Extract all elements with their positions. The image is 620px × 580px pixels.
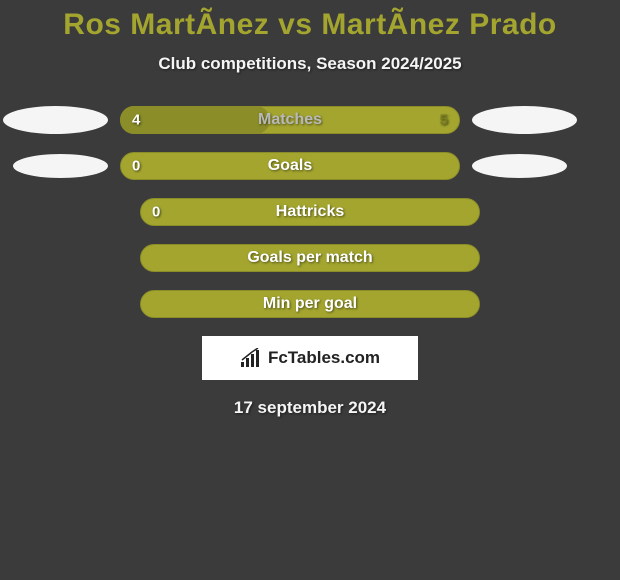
stat-label: Hattricks xyxy=(276,203,344,221)
stat-row: 0 Hattricks xyxy=(0,198,620,226)
stat-label: Matches xyxy=(258,111,322,129)
left-ellipse xyxy=(13,154,108,178)
left-ellipse xyxy=(23,290,128,318)
left-ellipse xyxy=(3,106,108,134)
subtitle: Club competitions, Season 2024/2025 xyxy=(0,54,620,74)
stat-bar: Min per goal xyxy=(140,290,480,318)
left-value: 0 xyxy=(132,158,140,175)
stats-container: 4 5 Matches 0 Goals 0 Hattricks Goals per match… xyxy=(0,106,620,318)
stat-row: Goals per match xyxy=(0,244,620,272)
right-ellipse xyxy=(492,198,597,226)
brand-text: FcTables.com xyxy=(268,348,380,368)
right-ellipse xyxy=(492,290,597,318)
right-ellipse xyxy=(472,154,567,178)
page-title: Ros MartÃ­nez vs MartÃ­nez Prado xyxy=(0,0,620,42)
date-label: 17 september 2024 xyxy=(0,398,620,418)
stat-bar: 0 Hattricks xyxy=(140,198,480,226)
stat-label: Min per goal xyxy=(263,295,357,313)
left-ellipse xyxy=(23,198,128,226)
stat-label: Goals xyxy=(268,157,312,175)
left-value: 4 xyxy=(132,112,140,129)
right-value: 5 xyxy=(440,112,448,129)
stat-bar: Goals per match xyxy=(140,244,480,272)
stat-label: Goals per match xyxy=(247,249,372,267)
left-value: 0 xyxy=(152,204,160,221)
stat-row: Min per goal xyxy=(0,290,620,318)
right-ellipse xyxy=(472,106,577,134)
chart-icon xyxy=(240,348,264,368)
stat-bar: 0 Goals xyxy=(120,152,460,180)
left-ellipse xyxy=(23,244,128,272)
brand-box[interactable]: FcTables.com xyxy=(202,336,418,380)
right-ellipse xyxy=(492,244,597,272)
stat-row: 0 Goals xyxy=(0,152,620,180)
stat-row: 4 5 Matches xyxy=(0,106,620,134)
stat-bar: 4 5 Matches xyxy=(120,106,460,134)
